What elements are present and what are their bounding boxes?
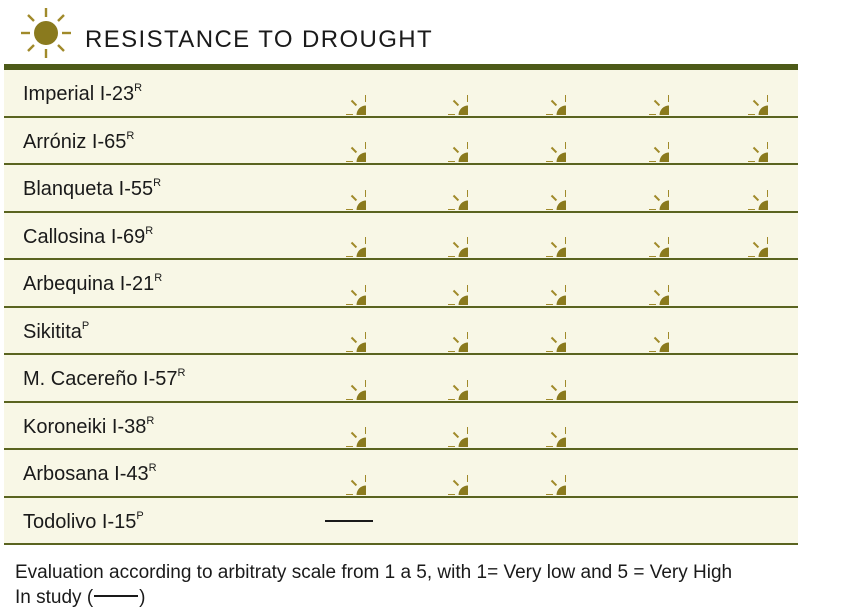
variety-label: Todolivo I-15 [23,510,137,533]
in-study-dash [94,595,139,597]
footnote-in-study: In study () [15,586,145,610]
variety-name: Arróniz I-65R [23,129,135,154]
sun-icon [21,8,71,58]
footnote-in-study-suffix: ) [139,587,146,608]
sun-icon [322,71,366,115]
sun-icon [424,261,468,305]
sun-icon [322,451,366,495]
sun-icon [322,356,366,400]
variety-superscript: R [126,129,135,142]
table-row: Arróniz I-65R [4,118,798,165]
variety-name: M. Cacereño I-57R [23,367,186,391]
sun-icon [322,308,366,352]
sun-icon [522,356,566,400]
top-rule [4,64,798,70]
sun-icon [424,166,468,210]
sun-icon [724,166,768,210]
sun-icon [522,213,566,257]
sun-icon [522,261,566,305]
sun-icon [424,451,468,495]
sun-icon [625,213,669,257]
variety-superscript: R [146,414,155,427]
sun-icon [522,403,566,447]
sun-icon [322,118,366,162]
variety-superscript: R [177,367,186,379]
sun-icon [322,166,366,210]
table-row: Arbosana I-43R [4,450,798,498]
variety-name: Todolivo I-15P [23,509,144,534]
table-row: Todolivo I-15P [4,498,798,545]
variety-label: M. Cacereño I-57 [23,368,178,390]
header: RESISTANCE TO DROUGHT [0,0,850,66]
sun-icon [424,71,468,115]
sun-icon [424,403,468,447]
variety-label: Blanqueta I-55 [23,178,154,200]
sun-icon [424,213,468,257]
variety-label: Sikitita [23,320,82,343]
variety-superscript: R [145,224,154,237]
variety-name: Blanqueta I-55R [23,177,162,201]
sun-icon [724,213,768,257]
sun-icon [424,356,468,400]
table-row: Callosina I-69R [4,213,798,260]
table-row: Koroneiki I-38R [4,403,798,450]
rating-table: Imperial I-23R Arróniz I-65R Blanqueta I-5… [4,70,798,545]
variety-label: Callosina I-69 [23,225,146,248]
table-row: M. Cacereño I-57R [4,355,798,403]
sun-icon [522,451,566,495]
sun-icon [625,261,669,305]
sun-icon [522,308,566,352]
sun-icon [625,118,669,162]
sun-icon [522,71,566,115]
variety-label: Arbosana I-43 [23,463,149,485]
footnote-in-study-prefix: In study ( [15,587,94,608]
sun-icon [625,71,669,115]
variety-name: Callosina I-69R [23,224,154,249]
variety-superscript: P [136,509,144,522]
variety-name: Arbequina I-21R [23,272,163,296]
variety-name: Arbosana I-43R [23,462,157,486]
variety-superscript: R [154,272,163,284]
variety-superscript: R [134,82,143,94]
variety-label: Arbequina I-21 [23,273,155,295]
sun-icon [625,166,669,210]
table-row: Arbequina I-21R [4,260,798,308]
variety-superscript: P [81,319,90,332]
variety-label: Imperial I-23 [23,83,135,105]
variety-superscript: R [148,462,157,474]
variety-name: SikititaP [23,319,90,344]
sun-icon [724,118,768,162]
sun-icon [522,166,566,210]
chart-title: RESISTANCE TO DROUGHT [85,26,434,53]
sun-icon [322,213,366,257]
sun-icon [724,71,768,115]
table-row: SikititaP [4,308,798,355]
sun-icon [625,308,669,352]
table-row: Blanqueta I-55R [4,165,798,213]
variety-name: Imperial I-23R [23,82,143,106]
in-study-mark [325,519,373,522]
footnote-scale: Evaluation according to arbitraty scale … [15,562,733,583]
variety-name: Koroneiki I-38R [23,414,155,439]
variety-label: Koroneiki I-38 [23,415,147,438]
variety-superscript: R [153,177,162,189]
sun-icon [424,308,468,352]
sun-icon [424,118,468,162]
sun-icon [322,261,366,305]
variety-label: Arróniz I-65 [23,130,127,153]
table-row: Imperial I-23R [4,70,798,118]
sun-icon [522,118,566,162]
sun-icon [322,403,366,447]
